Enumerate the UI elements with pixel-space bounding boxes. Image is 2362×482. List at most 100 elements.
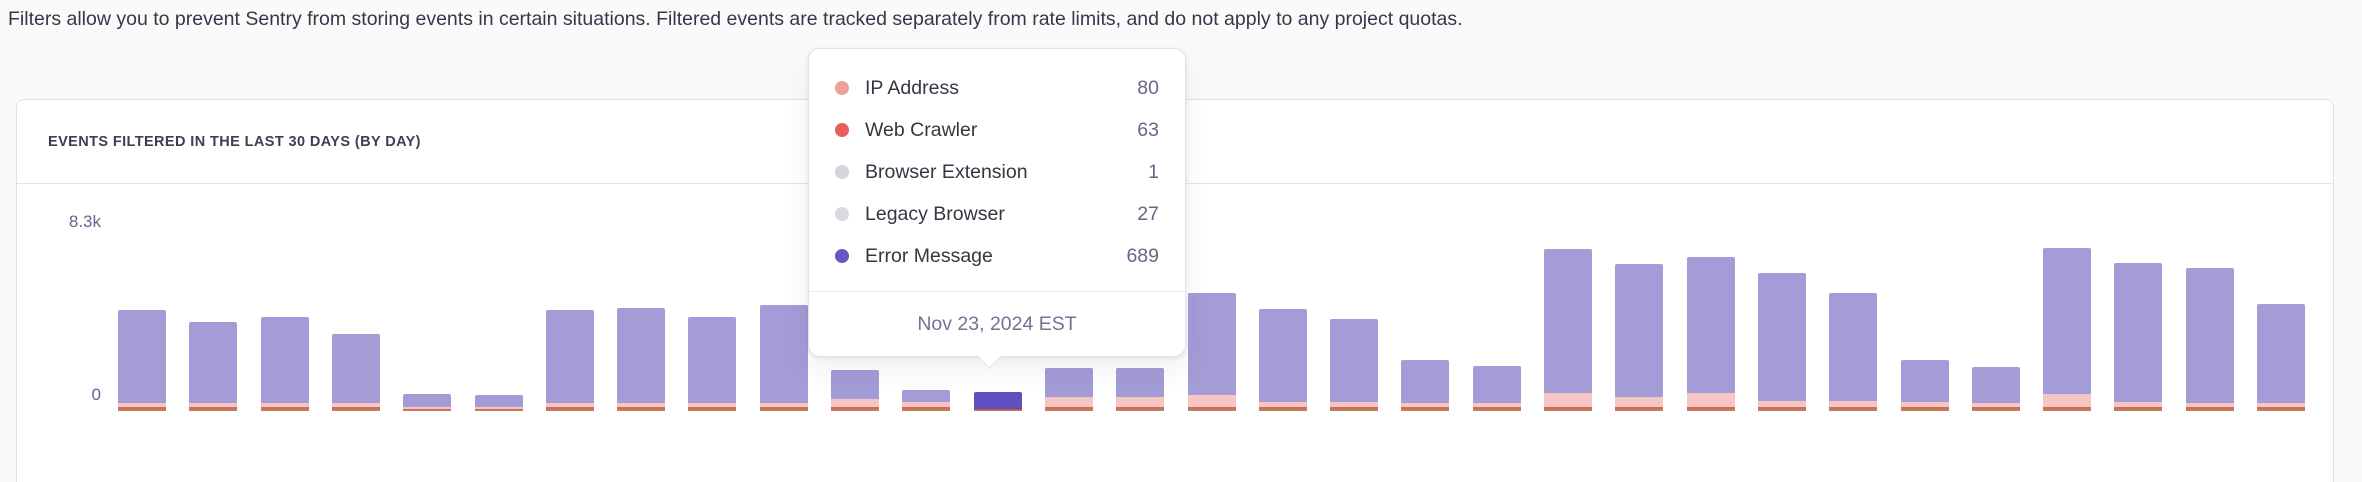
tooltip-row: Error Message 689 (835, 235, 1159, 277)
series-color-dot (835, 81, 849, 95)
bar-segment-cr (1116, 407, 1165, 410)
bar-segment-ot (2257, 409, 2305, 411)
chart-bar[interactable] (1116, 368, 1165, 411)
bar-segment-err (1829, 293, 1878, 402)
bar-segment-ot (831, 409, 879, 411)
bar-segment-ip (2185, 403, 2234, 408)
bar-segment-ip (1615, 397, 1664, 408)
bar-segment-ot (118, 409, 166, 411)
chart-bar[interactable] (331, 334, 380, 411)
bar-segment-err (1116, 368, 1165, 398)
bar-segment-ip (1258, 402, 1307, 408)
bar-segment-cr (331, 407, 380, 410)
bar-segment-cr (688, 407, 737, 410)
chart-bar-selected[interactable] (973, 392, 1022, 411)
bar-segment-cr (1258, 407, 1307, 410)
bar-segment-err (1686, 257, 1735, 394)
bar-segment-err (1044, 368, 1093, 398)
series-color-dot (835, 249, 849, 263)
chart-bar[interactable] (118, 309, 166, 411)
bar-segment-ip (1757, 401, 1806, 408)
chart-bar[interactable] (617, 308, 666, 411)
chart-bar[interactable] (2043, 248, 2092, 411)
tooltip-divider (809, 291, 1185, 292)
tooltip-rows: IP Address 80 Web Crawler 63 Browser Extensi… (809, 49, 1185, 291)
chart-bar[interactable] (2185, 268, 2234, 411)
chart-bar[interactable] (759, 305, 808, 411)
bar-segment-ot (1472, 409, 1521, 411)
chart-bar[interactable] (403, 394, 452, 411)
bar-segment-cr (1829, 407, 1878, 410)
bar-segment-ip (759, 403, 808, 408)
bar-segment-ot (1615, 409, 1664, 411)
bar-segment-err (831, 370, 879, 400)
bar-segment-cr (973, 409, 1022, 411)
bar-segment-ip (545, 403, 594, 408)
bar-segment-ot (331, 409, 380, 411)
chart-bar[interactable] (189, 322, 238, 411)
bar-segment-ip (973, 407, 1022, 410)
bar-segment-ip (118, 403, 166, 408)
chart-bar[interactable] (1472, 366, 1521, 411)
chart-bar[interactable] (1686, 257, 1735, 411)
chart-bar[interactable] (474, 394, 523, 411)
bar-segment-ip (831, 399, 879, 408)
bar-segment-ot (902, 409, 951, 411)
chart-bar[interactable] (1971, 367, 2020, 411)
series-label: IP Address (865, 76, 959, 99)
bar-segment-cr (545, 407, 594, 410)
bar-segment-ip (1401, 403, 1450, 408)
chart-bar[interactable] (831, 370, 879, 411)
chart-bar[interactable] (1615, 264, 1664, 411)
bar-segment-err (973, 392, 1022, 408)
bar-segment-ip (1544, 393, 1592, 408)
bar-segment-ot (1116, 409, 1165, 411)
bar-segment-ip (1187, 395, 1236, 408)
bar-segment-ip (1900, 402, 1949, 408)
chart-bar[interactable] (1258, 309, 1307, 411)
chart-tooltip: IP Address 80 Web Crawler 63 Browser Extensi… (808, 48, 1186, 369)
series-label: Error Message (865, 244, 993, 267)
chart-bar[interactable] (545, 309, 594, 411)
bar-segment-ot (759, 409, 808, 411)
bar-segment-cr (1472, 407, 1521, 410)
chart-bar[interactable] (2114, 263, 2163, 411)
chart-bar[interactable] (902, 390, 951, 411)
bar-segment-ip (1829, 401, 1878, 408)
chart-bar[interactable] (1829, 293, 1878, 411)
bar-segment-ip (1686, 393, 1735, 408)
bar-segment-ip (1971, 403, 2020, 408)
bar-segment-err (1757, 273, 1806, 402)
bar-segment-ip (189, 403, 238, 408)
bar-segment-ot (1330, 409, 1379, 411)
chart-bar[interactable] (688, 317, 737, 411)
chart-bar[interactable] (1330, 319, 1379, 411)
chart-bar[interactable] (260, 317, 309, 411)
bar-segment-ot (260, 409, 309, 411)
bar-segment-cr (831, 407, 879, 410)
bar-segment-ot (2114, 409, 2163, 411)
series-label: Legacy Browser (865, 202, 1005, 225)
bar-segment-cr (2257, 407, 2305, 410)
chart-bar[interactable] (1187, 293, 1236, 411)
bar-segment-err (545, 309, 594, 404)
series-color-dot (835, 165, 849, 179)
chart-bar[interactable] (1900, 360, 1949, 411)
bar-segment-err (617, 308, 666, 404)
bar-segment-ot (1686, 409, 1735, 411)
bar-segment-ot (403, 410, 452, 411)
chart-bar[interactable] (1757, 273, 1806, 411)
series-value: 689 (1126, 244, 1159, 267)
bar-segment-cr (1900, 407, 1949, 410)
chart-bar[interactable] (1044, 368, 1093, 411)
tooltip-row: Web Crawler 63 (835, 109, 1159, 151)
bar-segment-ip (688, 403, 737, 408)
chart-bar[interactable] (1544, 249, 1592, 411)
chart-bar[interactable] (1401, 360, 1450, 411)
bar-segment-ot (688, 409, 737, 411)
bar-segment-err (1615, 264, 1664, 398)
chart-bar[interactable] (2257, 304, 2305, 411)
bar-segment-ot (1187, 409, 1236, 411)
bar-segment-ot (545, 409, 594, 411)
bar-segment-err (902, 390, 951, 403)
